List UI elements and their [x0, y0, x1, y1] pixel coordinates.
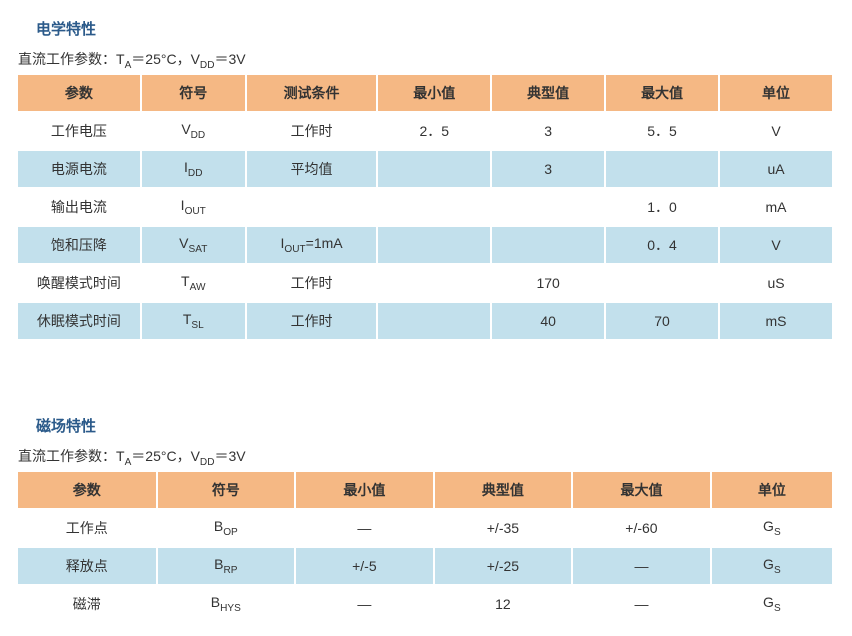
subtitle-sub: DD [200, 457, 215, 468]
cell-min: — [295, 509, 434, 547]
cell-max [605, 150, 719, 188]
cell-unit: mS [719, 302, 833, 340]
col-header: 最小值 [295, 472, 434, 509]
subtitle-sub: DD [200, 60, 215, 71]
cell-unit: uA [719, 150, 833, 188]
cell-cond: IOUT=1mA [246, 226, 377, 264]
section1-title: 电学特性 [36, 18, 834, 39]
cell-param: 饱和压降 [18, 226, 141, 264]
cell-max: +/-60 [572, 509, 711, 547]
col-header: 最大值 [605, 75, 719, 112]
cell-min [377, 264, 491, 302]
cell-typ: 40 [491, 302, 605, 340]
cell-unit: GS [711, 509, 833, 547]
cell-min [377, 302, 491, 340]
cell-unit: GS [711, 547, 833, 585]
cell-max: — [572, 547, 711, 585]
cell-max: — [572, 585, 711, 623]
col-header: 单位 [719, 75, 833, 112]
col-header: 单位 [711, 472, 833, 509]
cell-symbol: BHYS [157, 585, 296, 623]
electrical-table: 参数符号测试条件最小值典型值最大值单位工作电压VDD工作时2．535．5V电源电… [18, 75, 834, 341]
table-row: 饱和压降VSATIOUT=1mA 0．4V [18, 226, 833, 264]
cell-cond: 工作时 [246, 302, 377, 340]
cell-typ: +/-25 [434, 547, 573, 585]
section1-subtitle: 直流工作参数：TA＝25°C，VDD＝3V [18, 49, 834, 71]
cell-param: 工作电压 [18, 112, 141, 150]
col-header: 测试条件 [246, 75, 377, 112]
cell-symbol: IOUT [141, 188, 246, 226]
cell-min [377, 226, 491, 264]
cell-min: — [295, 585, 434, 623]
cell-cond: 平均值 [246, 150, 377, 188]
cell-unit: mA [719, 188, 833, 226]
cell-cond [246, 188, 377, 226]
magnetic-table: 参数符号最小值典型值最大值单位工作点BOP—+/-35+/-60GS释放点BRP… [18, 472, 834, 624]
cell-unit: uS [719, 264, 833, 302]
col-header: 最大值 [572, 472, 711, 509]
cell-min [377, 150, 491, 188]
cell-symbol: TAW [141, 264, 246, 302]
subtitle-prefix: 直流工作参数：T [18, 51, 125, 67]
cell-typ: 3 [491, 150, 605, 188]
cell-param: 休眠模式时间 [18, 302, 141, 340]
table-row: 电源电流IDD平均值 3 uA [18, 150, 833, 188]
table-row: 工作电压VDD工作时2．535．5V [18, 112, 833, 150]
cell-typ: 12 [434, 585, 573, 623]
section2-title: 磁场特性 [36, 415, 834, 436]
cell-symbol: BRP [157, 547, 296, 585]
col-header: 符号 [157, 472, 296, 509]
cell-max [605, 264, 719, 302]
table-row: 休眠模式时间TSL工作时 4070mS [18, 302, 833, 340]
table-row: 工作点BOP—+/-35+/-60GS [18, 509, 833, 547]
cell-cond: 工作时 [246, 264, 377, 302]
subtitle-prefix: 直流工作参数：T [18, 448, 125, 464]
cell-max: 1．0 [605, 188, 719, 226]
cell-unit: V [719, 112, 833, 150]
cell-symbol: TSL [141, 302, 246, 340]
cell-unit: GS [711, 585, 833, 623]
col-header: 最小值 [377, 75, 491, 112]
cell-param: 工作点 [18, 509, 157, 547]
cell-min: 2．5 [377, 112, 491, 150]
cell-param: 输出电流 [18, 188, 141, 226]
cell-param: 唤醒模式时间 [18, 264, 141, 302]
cell-param: 电源电流 [18, 150, 141, 188]
cell-typ: 170 [491, 264, 605, 302]
subtitle-mid: ＝25°C，V [131, 51, 200, 67]
cell-typ: +/-35 [434, 509, 573, 547]
cell-symbol: VSAT [141, 226, 246, 264]
table-row: 释放点BRP+/-5+/-25—GS [18, 547, 833, 585]
subtitle-tail: ＝3V [214, 448, 245, 464]
cell-typ: 3 [491, 112, 605, 150]
cell-symbol: IDD [141, 150, 246, 188]
cell-min: +/-5 [295, 547, 434, 585]
subtitle-mid: ＝25°C，V [131, 448, 200, 464]
cell-param: 磁滞 [18, 585, 157, 623]
table-row: 磁滞BHYS—12—GS [18, 585, 833, 623]
section2-subtitle: 直流工作参数：TA＝25°C，VDD＝3V [18, 446, 834, 468]
table-row: 唤醒模式时间TAW工作时 170 uS [18, 264, 833, 302]
cell-max: 70 [605, 302, 719, 340]
subtitle-tail: ＝3V [214, 51, 245, 67]
col-header: 典型值 [434, 472, 573, 509]
col-header: 典型值 [491, 75, 605, 112]
col-header: 参数 [18, 472, 157, 509]
cell-max: 0．4 [605, 226, 719, 264]
cell-param: 释放点 [18, 547, 157, 585]
cell-unit: V [719, 226, 833, 264]
cell-cond: 工作时 [246, 112, 377, 150]
col-header: 参数 [18, 75, 141, 112]
cell-symbol: VDD [141, 112, 246, 150]
cell-max: 5．5 [605, 112, 719, 150]
cell-typ [491, 226, 605, 264]
table-row: 输出电流IOUT 1．0mA [18, 188, 833, 226]
cell-symbol: BOP [157, 509, 296, 547]
col-header: 符号 [141, 75, 246, 112]
cell-min [377, 188, 491, 226]
cell-typ [491, 188, 605, 226]
